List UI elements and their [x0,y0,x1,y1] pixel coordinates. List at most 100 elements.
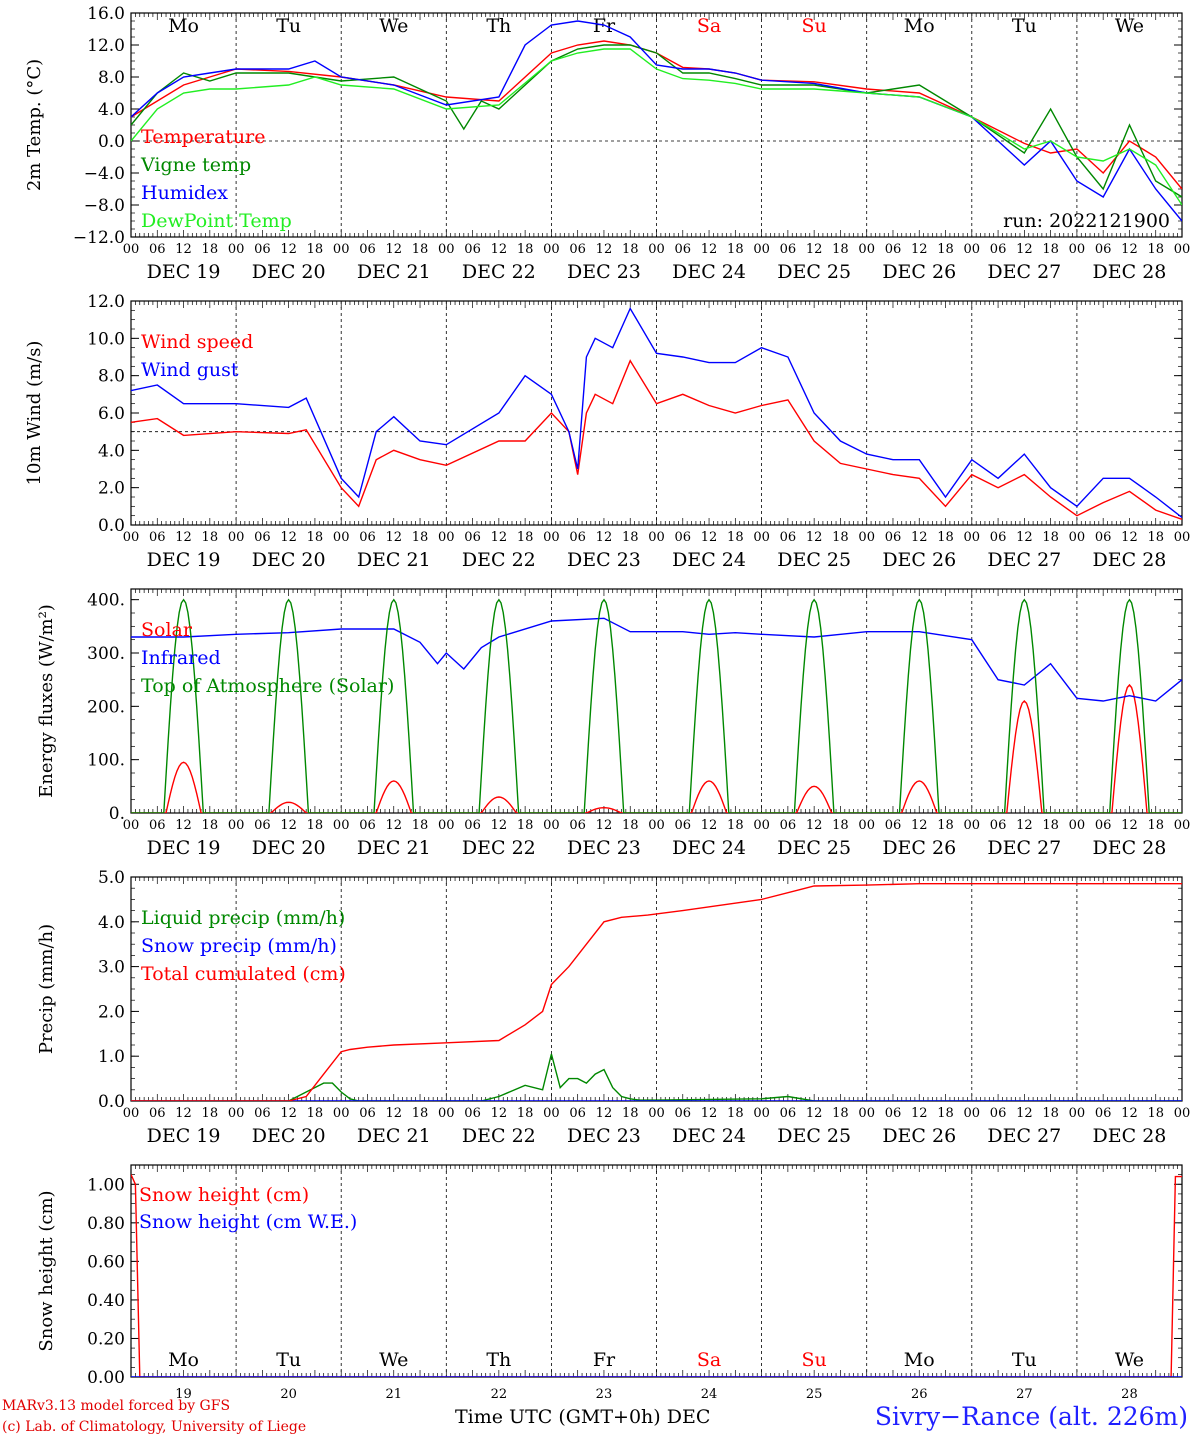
series-line-infrared [131,617,1182,702]
hour-tick-label: 06 [464,1106,481,1121]
hour-tick-label: 06 [569,1106,586,1121]
hour-tick-label: 12 [175,1106,192,1121]
hour-tick-label: 12 [596,530,613,545]
hour-tick-label: 00 [438,242,455,257]
hour-tick-label: 00 [228,1106,245,1121]
date-label: DEC 22 [462,1125,536,1147]
day-of-week-label: Tu [1012,1349,1037,1371]
hour-tick-label: 18 [622,818,639,833]
series-line-liquid-precip-mm-h- [131,1053,1182,1101]
date-label: DEC 27 [987,1125,1061,1147]
hour-tick-label: 18 [1042,818,1059,833]
hour-tick-label: 00 [543,818,560,833]
hour-tick-label: 06 [990,818,1007,833]
plot-frame [130,300,1183,526]
hour-tick-label: 00 [228,818,245,833]
hour-tick-label: 12 [491,818,508,833]
y-tick-label: 12.0 [87,36,125,56]
legend-entry: Snow height (cm) [139,1184,309,1206]
day-of-week-label: Mo [904,1349,935,1371]
hour-tick-label: 18 [937,530,954,545]
hour-tick-label: 18 [202,530,219,545]
hour-tick-label: 00 [1174,530,1191,545]
hour-tick-label: 00 [228,242,245,257]
hour-tick-label: 12 [911,1106,928,1121]
hour-tick-label: 18 [832,530,849,545]
hour-tick-label: 12 [385,530,402,545]
date-label: DEC 26 [882,837,956,859]
hour-tick-label: 06 [254,1106,271,1121]
hour-tick-label: 00 [1174,818,1191,833]
hour-tick-label: 06 [780,1106,797,1121]
y-tick-label: 0.20 [87,1329,125,1349]
hour-tick-label: 00 [858,1106,875,1121]
hour-tick-label: 06 [254,530,271,545]
hour-tick-label: 06 [359,530,376,545]
y-tick-label: 2.0 [98,1002,125,1022]
legend-entry: Wind gust [141,359,239,381]
hour-tick-label: 18 [727,1106,744,1121]
hour-tick-label: 00 [1069,1106,1086,1121]
hour-tick-label: 00 [964,1106,981,1121]
date-label: DEC 25 [777,549,851,571]
hour-tick-label: 06 [149,818,166,833]
hour-tick-label: 12 [701,242,718,257]
hour-tick-label: 12 [491,530,508,545]
date-label: DEC 26 [882,1125,956,1147]
hour-tick-label: 00 [753,242,770,257]
hour-tick-label: 18 [727,818,744,833]
y-tick-label: 200. [87,697,125,717]
hour-tick-label: 12 [1016,1106,1033,1121]
date-label: DEC 24 [672,837,746,859]
date-label: DEC 25 [777,1125,851,1147]
hour-tick-label: 18 [937,1106,954,1121]
hour-tick-label: 06 [675,1106,692,1121]
plot-frame [130,12,1183,238]
legend-entry: Snow precip (mm/h) [141,935,337,957]
day-number-label: 27 [1016,1387,1033,1402]
hour-tick-label: 06 [464,530,481,545]
legend-entry: Infrared [141,647,221,669]
series-line-top-of-atmosphere-solar- [131,598,1182,813]
hour-tick-label: 00 [858,242,875,257]
date-label: DEC 27 [987,549,1061,571]
hour-tick-label: 12 [385,1106,402,1121]
hour-tick-label: 00 [543,530,560,545]
hour-tick-label: 18 [517,242,534,257]
y-tick-label: 0.0 [98,1092,125,1112]
hour-tick-label: 18 [517,1106,534,1121]
series-line-humidex [131,20,1182,222]
date-label: DEC 21 [357,1125,431,1147]
hour-tick-label: 18 [307,530,324,545]
series-group [131,598,1182,813]
date-label: DEC 28 [1093,837,1167,859]
legend-entry: Total cumulated (cm) [141,963,346,985]
hour-tick-label: 18 [1147,818,1164,833]
hour-tick-label: 12 [806,818,823,833]
hour-tick-label: 00 [123,242,140,257]
hour-tick-label: 18 [622,242,639,257]
panel-3: 0. 100. 200. 300. 400. Energy fluxes (W/m²) 00… [36,588,1191,859]
panel-1: −12.0 −8.0 −4.0 0.0 4.0 8.0 12.0 16.0 2m Temp. (… [24,4,1190,283]
y-tick-label: 0.0 [98,516,125,536]
hour-tick-label: 06 [359,1106,376,1121]
day-of-week-label: Su [802,1349,827,1371]
hour-tick-label: 06 [464,242,481,257]
hour-tick-label: 00 [543,1106,560,1121]
hour-tick-label: 18 [727,530,744,545]
date-label: DEC 28 [1093,549,1167,571]
x-axis-title-text: Time UTC (GMT+0h) [455,1406,661,1428]
hour-tick-label: 00 [858,530,875,545]
y-tick-label: 4.0 [98,441,125,461]
hour-tick-label: 00 [1069,818,1086,833]
hour-tick-label: 12 [701,818,718,833]
day-of-week-label: Th [486,1349,511,1371]
series-line-vigne-temp [131,44,1182,198]
y-tick-label: −12.0 [73,228,125,248]
y-tick-label: 2.0 [98,479,125,499]
y-tick-label: 1.0 [98,1047,125,1067]
day-number-label: 23 [596,1387,613,1402]
hour-tick-label: 18 [412,530,429,545]
hour-tick-label: 18 [1042,1106,1059,1121]
hour-tick-label: 18 [412,242,429,257]
